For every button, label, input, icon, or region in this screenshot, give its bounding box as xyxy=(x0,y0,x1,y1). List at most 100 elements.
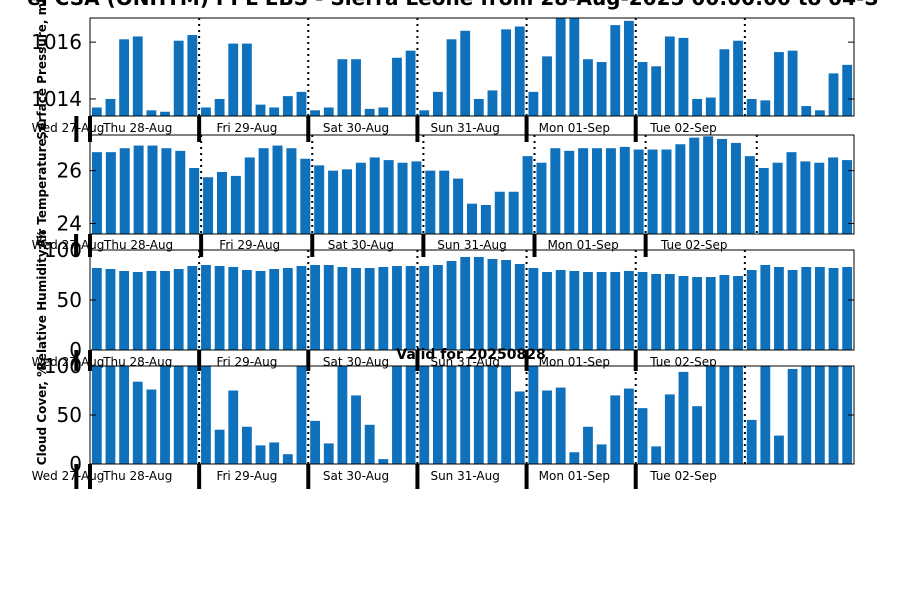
bar xyxy=(296,266,307,350)
bar xyxy=(542,56,552,116)
x-day-label: Fri 29-Aug xyxy=(216,121,277,135)
bar xyxy=(146,110,157,116)
x-day-label: Mon 01-Sep xyxy=(547,238,618,252)
bar xyxy=(692,406,703,464)
bar xyxy=(282,268,293,350)
x-day-label: Wed 27-Aug xyxy=(32,355,105,369)
bar xyxy=(828,157,839,234)
bar xyxy=(296,366,307,464)
bar xyxy=(146,389,157,464)
bar xyxy=(774,267,784,350)
x-day-label: Fri 29-Aug xyxy=(219,238,280,252)
bar xyxy=(446,39,457,116)
bar xyxy=(473,366,484,464)
bar xyxy=(244,157,255,234)
bar xyxy=(583,426,593,464)
bar xyxy=(528,91,539,116)
bar xyxy=(405,366,416,464)
bar xyxy=(842,64,853,116)
bar xyxy=(705,366,716,464)
bar xyxy=(678,371,689,464)
bar xyxy=(828,73,839,116)
bar xyxy=(787,50,798,116)
bar xyxy=(528,268,539,350)
bar xyxy=(323,265,334,350)
bar xyxy=(501,260,512,350)
bar xyxy=(692,277,703,350)
bar xyxy=(719,49,730,116)
bar xyxy=(355,162,366,234)
chart-panel-3: 050100Relative Humidity, %Wed 27-AugThu … xyxy=(32,230,855,371)
bar xyxy=(651,446,662,464)
bar xyxy=(664,36,675,116)
bar xyxy=(542,272,552,350)
bar xyxy=(619,146,630,234)
x-day-label: Mon 01-Sep xyxy=(539,355,610,369)
bar xyxy=(473,257,484,350)
bar xyxy=(703,136,714,234)
bar-series xyxy=(91,136,853,234)
bar xyxy=(341,169,352,234)
bar xyxy=(605,148,616,234)
bar xyxy=(337,59,348,116)
bar xyxy=(432,91,443,116)
bar xyxy=(296,91,307,116)
bar xyxy=(201,265,211,350)
bar xyxy=(132,381,143,464)
bar xyxy=(828,268,839,350)
bar xyxy=(514,391,525,464)
bar xyxy=(133,145,144,234)
bar-series xyxy=(91,366,853,464)
bar xyxy=(514,264,525,350)
bar xyxy=(610,25,621,116)
x-day-label: Fri 29-Aug xyxy=(216,469,277,483)
bar xyxy=(105,152,116,234)
bar xyxy=(596,444,607,464)
x-day-label: Tue 02-Sep xyxy=(649,469,717,483)
bar xyxy=(522,156,533,234)
bar xyxy=(460,366,471,464)
bar xyxy=(216,171,227,234)
bar xyxy=(439,170,450,234)
bar xyxy=(255,104,266,116)
bar xyxy=(460,30,471,116)
bar xyxy=(203,177,214,234)
x-day-label: Sun 31-Aug xyxy=(430,469,499,483)
x-day-label: Thu 28-Aug xyxy=(102,121,172,135)
bar xyxy=(487,259,498,350)
bar xyxy=(383,160,394,234)
bar xyxy=(746,419,757,464)
bar xyxy=(405,50,416,116)
x-day-label: Sat 30-Aug xyxy=(323,121,389,135)
bar xyxy=(328,170,339,234)
bar xyxy=(378,107,389,116)
bar xyxy=(717,138,728,234)
bar xyxy=(842,160,853,234)
x-day-label: Thu 28-Aug xyxy=(102,469,172,483)
bar xyxy=(733,366,743,464)
bar xyxy=(555,18,566,116)
bar xyxy=(692,98,703,116)
bar xyxy=(473,98,484,116)
bar xyxy=(337,267,348,350)
bar xyxy=(569,452,580,464)
bar xyxy=(661,149,672,234)
bar xyxy=(480,204,491,234)
bar xyxy=(719,275,730,350)
bar xyxy=(801,366,812,464)
bar-series xyxy=(91,257,853,350)
x-day-label: Tue 02-Sep xyxy=(660,238,728,252)
bar xyxy=(378,459,389,464)
valid-label: Valid for 20250828 xyxy=(396,347,545,363)
bar xyxy=(392,57,402,116)
bar xyxy=(623,271,634,350)
bar xyxy=(282,454,293,464)
bar xyxy=(758,168,769,234)
y-tick-label: 50 xyxy=(57,403,82,427)
bar xyxy=(161,148,172,234)
bar xyxy=(555,387,566,464)
bar xyxy=(214,429,225,464)
bar xyxy=(610,395,621,464)
bar xyxy=(405,266,416,350)
